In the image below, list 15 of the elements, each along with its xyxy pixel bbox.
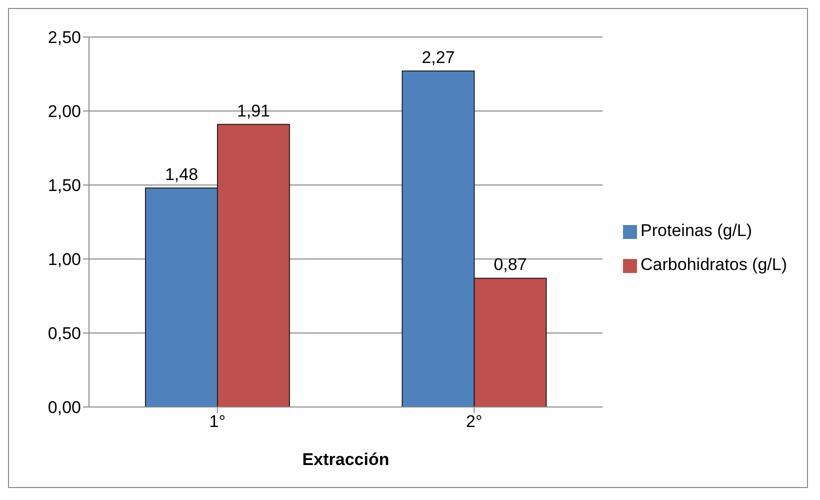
legend-label: Carbohidratos (g/L)	[640, 255, 787, 274]
data-label: 1,91	[236, 101, 270, 120]
x-axis-title: Extracción	[302, 450, 390, 469]
data-label: 0,87	[494, 255, 527, 274]
y-tick-label: 1,50	[48, 176, 81, 196]
y-tick-label: 1,00	[48, 250, 81, 270]
y-tick-label: 0,50	[48, 324, 81, 344]
legend-label: Proteinas (g/L)	[640, 221, 752, 240]
y-tick-label: 2,00	[48, 102, 81, 122]
data-label: 2,27	[422, 48, 455, 68]
x-tick-label: 2°	[466, 412, 482, 432]
y-tick-label: 2,50	[48, 28, 81, 48]
data-label: 1,48	[164, 164, 198, 184]
x-tick-label: 1°	[209, 412, 226, 432]
y-tick-label: 0,00	[48, 398, 81, 418]
